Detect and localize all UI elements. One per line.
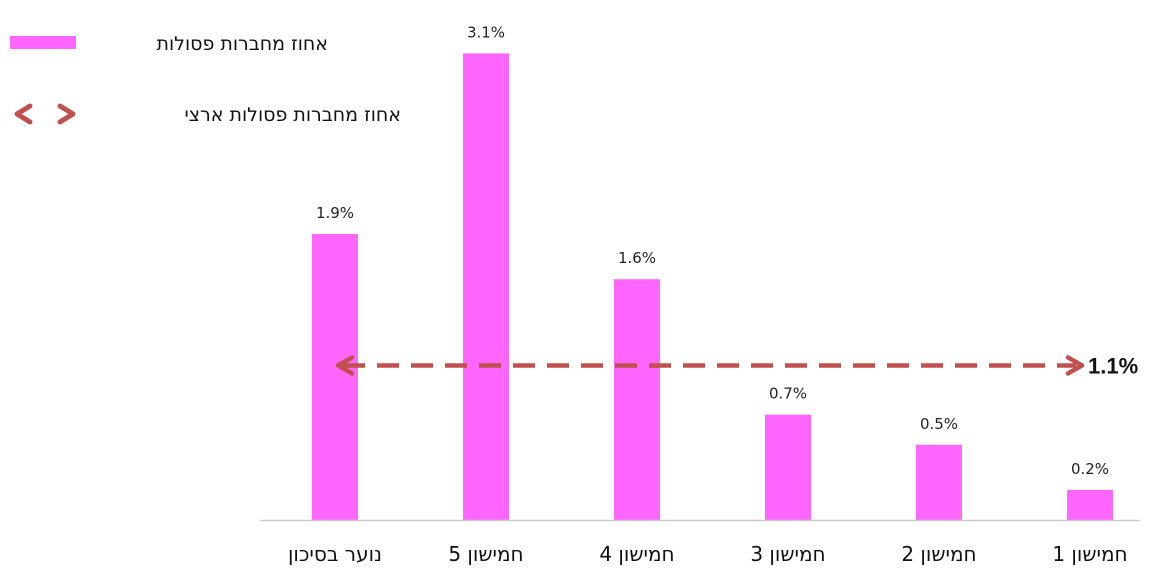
data-label: 0.7% [769,385,807,403]
arrow-right-icon [1065,355,1085,376]
legend-arrow-left-icon [14,103,33,125]
bar [312,234,358,521]
arrow-left-icon [335,355,355,376]
legend-arrow-right-icon [57,103,76,125]
category-label: נוער בסיכון [288,542,382,566]
reference-value-label: 1.1% [1088,353,1138,378]
legend-line-label: אחוז מחברות פסולות ארצי [185,104,401,126]
category-label: חמישון 4 [599,542,674,566]
bar [765,414,811,520]
data-label: 0.5% [920,415,958,433]
category-labels: נוער בסיכון חמישון 5 חמישון 4 חמישון 3 חמישו… [288,542,1128,566]
legend-line-swatch [14,103,76,125]
legend-bar-swatch [10,36,76,49]
data-label: 1.6% [618,249,656,267]
legend: אחוז מחברות פסולות אחוז מחברות פסולות אר… [10,33,401,126]
category-label: חמישון 3 [750,542,825,566]
data-label: 3.1% [467,23,505,41]
category-label: חמישון 5 [448,542,523,566]
legend-bar-label: אחוז מחברות פסולות [157,33,328,55]
bar [463,53,509,520]
category-label: חמישון 1 [1052,542,1127,566]
data-labels: 1.9% 3.1% 1.6% 0.7% 0.5% 0.2% [316,23,1109,477]
data-label: 0.2% [1071,460,1109,478]
bars [312,53,1113,521]
reference-line: 1.1% [335,353,1138,378]
bar [916,444,962,520]
bar [1067,489,1113,520]
data-label: 1.9% [316,204,354,222]
bar [614,279,660,520]
category-label: חמישון 2 [901,542,976,566]
